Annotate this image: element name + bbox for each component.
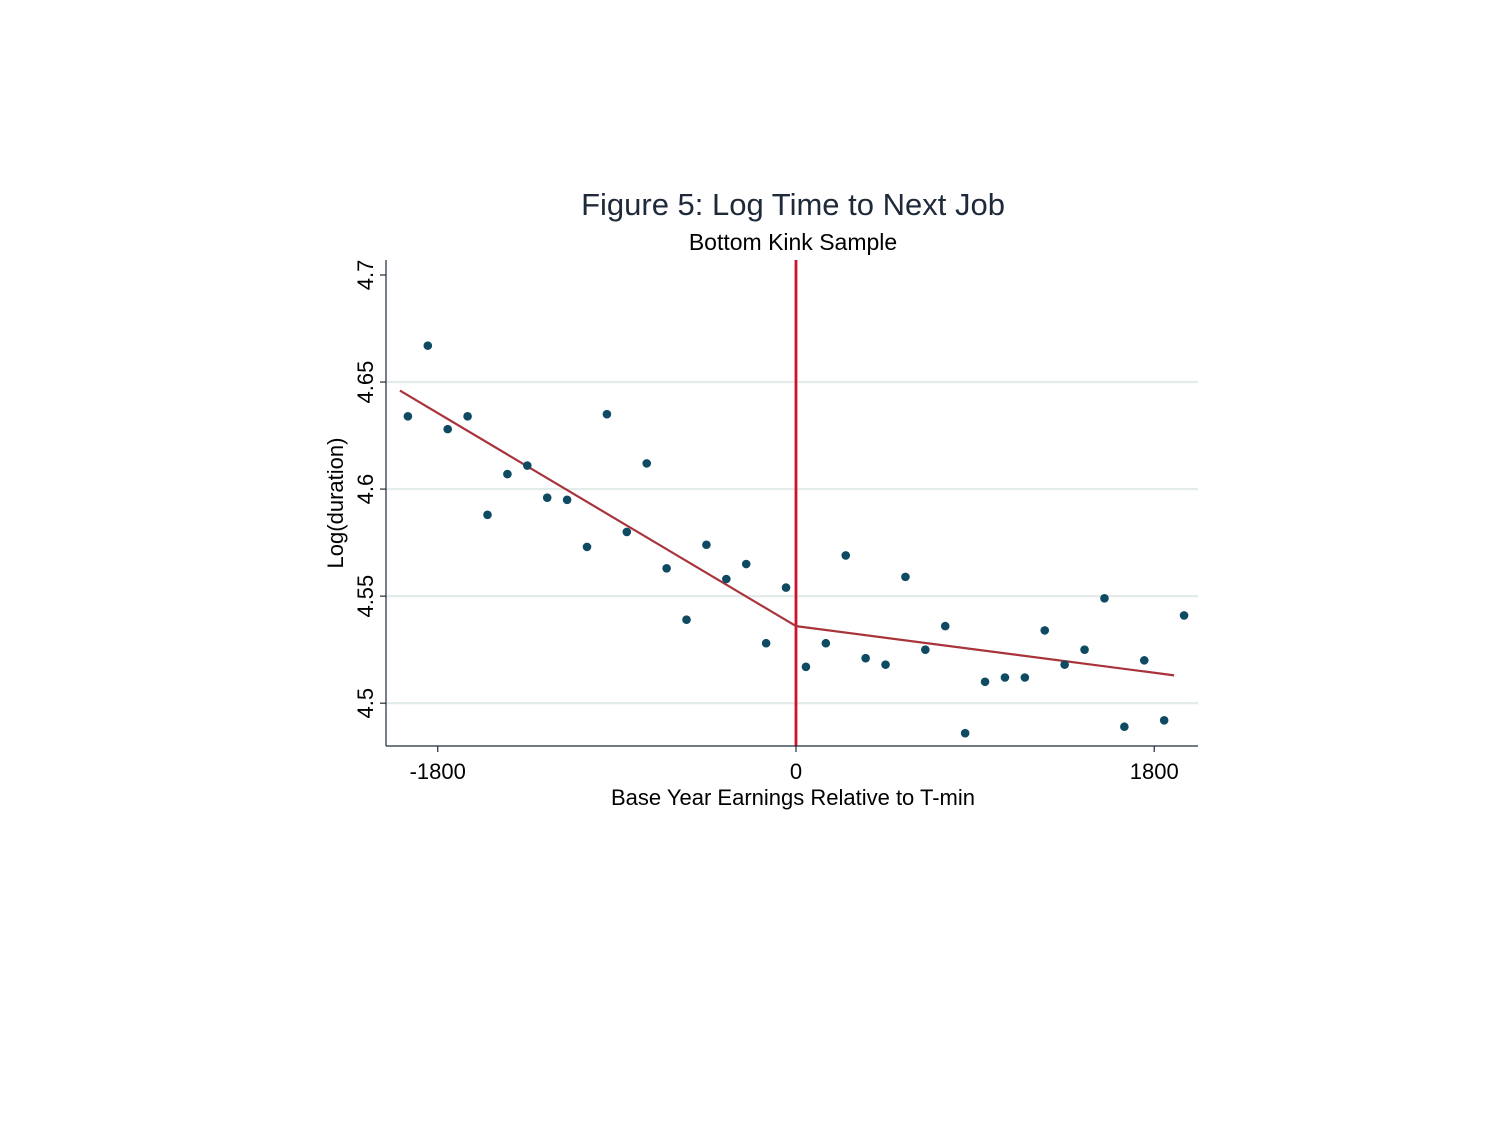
data-point (861, 653, 870, 663)
ticks-layer: 4.5 4.55 4.6 4.65 4.7 -1800 0 1800 (353, 260, 1179, 784)
x-tick-label: 0 (790, 759, 802, 784)
y-tick-label: 4.6 (353, 474, 378, 505)
data-point (463, 411, 472, 421)
x-axis-label: Base Year Earnings Relative to T-min (611, 785, 975, 810)
data-point (841, 551, 851, 560)
data-point (1040, 626, 1050, 635)
fit-line (795, 625, 1175, 677)
data-point (503, 469, 512, 479)
data-point (622, 527, 632, 537)
data-point (662, 563, 671, 573)
data-point (781, 583, 791, 592)
data-point (423, 341, 433, 350)
x-tick-label: 1800 (1130, 759, 1179, 784)
data-point (1139, 656, 1149, 665)
axes-layer (385, 260, 1198, 747)
fit-layer (399, 389, 1175, 677)
data-point (582, 542, 592, 552)
data-point (682, 615, 691, 624)
data-point (1100, 593, 1109, 603)
data-point (940, 621, 950, 631)
data-point (483, 510, 492, 520)
data-point (403, 411, 413, 421)
data-point (980, 677, 990, 687)
data-point (542, 493, 552, 502)
data-point (722, 574, 731, 584)
y-tick-label: 4.7 (353, 260, 378, 291)
data-point (1080, 645, 1089, 654)
data-point (1179, 611, 1189, 620)
y-tick-label: 4.65 (353, 361, 378, 404)
chart-svg: 4.5 4.55 4.6 4.65 4.7 -1800 0 1800 Figure 5: Lo… (323, 187, 1198, 810)
grid-layer (386, 380, 1198, 705)
chart-subtitle: Bottom Kink Sample (689, 229, 897, 255)
data-point (1020, 673, 1030, 682)
fit-line (399, 389, 797, 628)
data-point (1159, 716, 1169, 725)
y-tick-label: 4.55 (353, 575, 378, 618)
data-point (901, 572, 910, 582)
y-axis-label: Log(duration) (323, 438, 348, 569)
chart-title: Figure 5: Log Time to Next Job (581, 187, 1005, 222)
data-point (741, 559, 751, 569)
x-tick-label: -1800 (410, 759, 466, 784)
data-point (921, 645, 930, 654)
data-point (960, 728, 970, 738)
data-point (642, 459, 652, 468)
data-point (1060, 660, 1069, 669)
data-point (562, 495, 572, 505)
data-point (801, 662, 811, 672)
data-point (1120, 722, 1129, 732)
chart-frame: 4.5 4.55 4.6 4.65 4.7 -1800 0 1800 Figure 5: Lo… (300, 160, 1222, 822)
y-tick-label: 4.5 (353, 688, 378, 719)
data-point (1000, 673, 1010, 682)
data-point (881, 660, 890, 669)
data-point (761, 638, 771, 648)
data-point (523, 461, 532, 470)
data-point (602, 409, 612, 419)
data-point (443, 424, 452, 434)
data-point (821, 638, 831, 648)
points-layer (403, 341, 1189, 738)
data-point (702, 540, 711, 550)
